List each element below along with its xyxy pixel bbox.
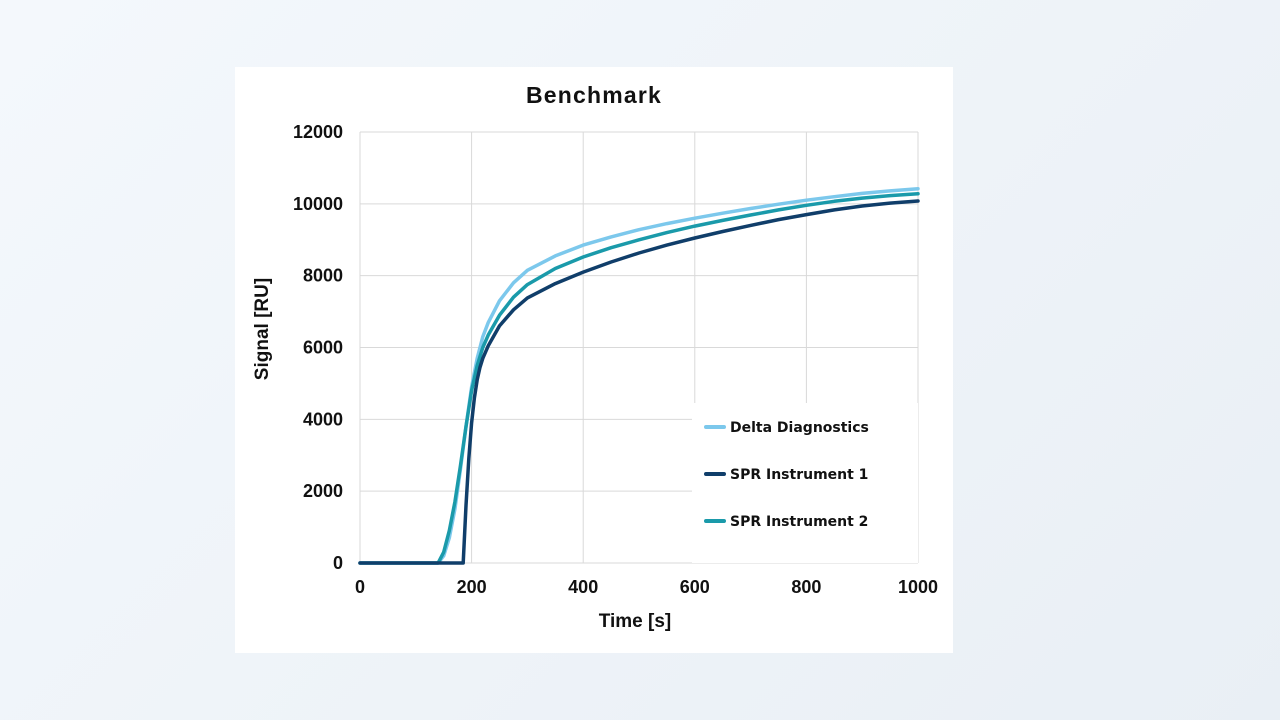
benchmark-chart: Benchmark 0 200 400 600 800 10000200040006000… [252, 82, 938, 632]
y-tick-label: 6000 [303, 338, 343, 358]
y-tick-label: 12000 [293, 122, 343, 142]
x-tick-label: 400 [568, 577, 598, 597]
x-axis-label: Time [s] [599, 611, 672, 632]
y-tick-label: 4000 [303, 409, 343, 429]
grid-lines [359, 131, 919, 564]
x-tick-label: 1000 [898, 577, 938, 597]
y-axis-label: Signal [RU] [252, 278, 273, 380]
series-line-spr-instrument-2 [358, 192, 920, 565]
series-line-spr-instrument-1 [358, 199, 920, 565]
series-layer [358, 186, 920, 565]
y-tick-label: 10000 [293, 194, 343, 214]
x-tick-label: 200 [457, 577, 487, 597]
y-tick-label: 2000 [303, 481, 343, 501]
legend: Delta Diagnostics SPR Instrument 1 SPR Ins… [692, 403, 918, 563]
legend-label: SPR Instrument 1 [730, 467, 868, 483]
x-tick-label: 800 [791, 577, 821, 597]
y-tick-label: 0 [333, 553, 343, 573]
chart-title: Benchmark [526, 82, 662, 108]
x-tick-label: 600 [680, 577, 710, 597]
legend-label: SPR Instrument 2 [730, 514, 868, 530]
y-tick-label: 8000 [303, 266, 343, 286]
chart-card: Benchmark 0 200 400 600 800 1000 0 2000 4000 6000… [235, 67, 953, 653]
legend-label: Delta Diagnostics [730, 420, 869, 436]
legend-background [692, 403, 918, 563]
x-tick-label: 0 [355, 577, 365, 597]
tick-labels: 0 200 400 600 800 100002000400060008000100001… [293, 122, 938, 597]
